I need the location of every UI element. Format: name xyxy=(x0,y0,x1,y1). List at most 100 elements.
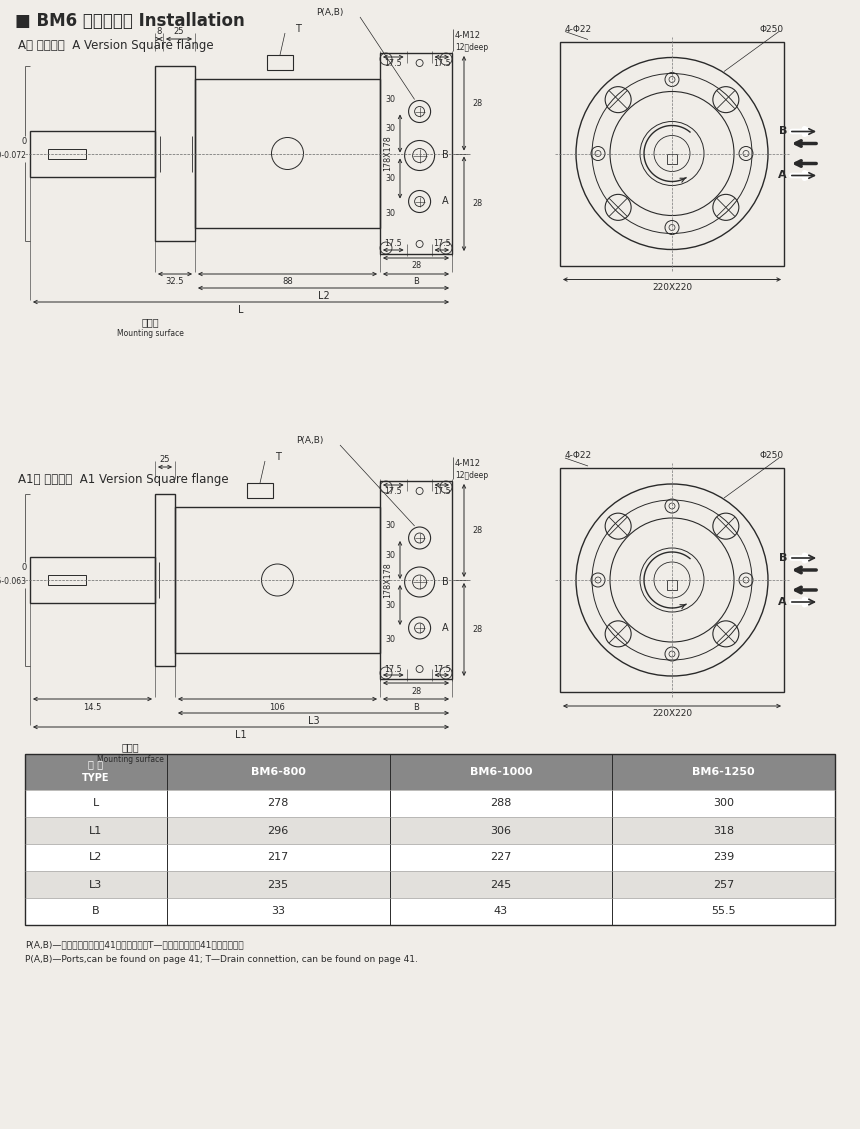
Text: 0: 0 xyxy=(22,563,27,572)
Text: 0: 0 xyxy=(22,137,27,146)
Text: L3: L3 xyxy=(308,716,319,726)
Bar xyxy=(30,557,155,603)
Bar xyxy=(195,79,380,228)
Text: 17.5: 17.5 xyxy=(384,487,402,496)
Text: 220X220: 220X220 xyxy=(652,283,692,292)
Text: BM6-1250: BM6-1250 xyxy=(692,767,755,777)
Text: P(A,B): P(A,B) xyxy=(316,9,344,18)
Text: 217: 217 xyxy=(267,852,289,863)
Bar xyxy=(560,469,784,692)
Text: 33: 33 xyxy=(271,907,286,917)
Text: B: B xyxy=(92,907,100,917)
Text: A1型 安装法兰  A1 Version Square flange: A1型 安装法兰 A1 Version Square flange xyxy=(18,473,229,485)
Text: 12深deep: 12深deep xyxy=(455,43,488,52)
Text: 235: 235 xyxy=(267,879,289,890)
Text: 17.5: 17.5 xyxy=(433,59,451,68)
Text: 55.5: 55.5 xyxy=(711,907,736,917)
Text: 12深deep: 12深deep xyxy=(455,471,488,480)
Text: 安装面: 安装面 xyxy=(141,317,159,327)
Bar xyxy=(25,754,835,790)
Text: 30: 30 xyxy=(385,551,395,560)
Text: Φ200-0.072: Φ200-0.072 xyxy=(0,151,27,160)
Text: P(A,B)—Ports,can be found on page 41; T—Drain connettion, can be found on page 4: P(A,B)—Ports,can be found on page 41; T—… xyxy=(25,955,418,964)
Text: B: B xyxy=(441,577,448,587)
Text: 30: 30 xyxy=(385,601,395,610)
Text: BM6-800: BM6-800 xyxy=(250,767,305,777)
Bar xyxy=(380,481,452,679)
Text: 4-Φ22: 4-Φ22 xyxy=(565,452,593,461)
Text: 296: 296 xyxy=(267,825,289,835)
Text: 17.5: 17.5 xyxy=(433,665,451,674)
Text: 32.5: 32.5 xyxy=(166,278,184,287)
Bar xyxy=(667,154,677,164)
Text: 300: 300 xyxy=(713,798,734,808)
Text: 28: 28 xyxy=(411,686,421,695)
Text: L1: L1 xyxy=(89,825,102,835)
Text: T: T xyxy=(275,452,281,462)
Text: Φ250: Φ250 xyxy=(760,452,784,461)
Bar xyxy=(380,53,452,254)
Text: 25: 25 xyxy=(160,455,170,464)
Text: 43: 43 xyxy=(494,907,508,917)
Text: 220X220: 220X220 xyxy=(652,709,692,718)
Bar xyxy=(48,149,86,158)
Text: 17.5: 17.5 xyxy=(384,665,402,674)
Bar xyxy=(155,65,195,240)
Text: B: B xyxy=(413,278,419,287)
Text: 28: 28 xyxy=(472,199,482,208)
Text: 288: 288 xyxy=(490,798,512,808)
Text: B: B xyxy=(778,126,787,137)
Text: 88: 88 xyxy=(282,278,293,287)
Text: A: A xyxy=(441,196,448,207)
Text: 30: 30 xyxy=(385,636,395,645)
Bar xyxy=(30,131,155,176)
Text: L2: L2 xyxy=(89,852,102,863)
Text: 178X178: 178X178 xyxy=(384,135,392,172)
Text: A: A xyxy=(778,170,787,181)
Text: P(A,B): P(A,B) xyxy=(297,437,323,446)
Text: 106: 106 xyxy=(269,702,286,711)
Bar xyxy=(25,817,835,844)
Text: 型 号: 型 号 xyxy=(89,759,103,769)
Text: 30: 30 xyxy=(385,174,395,183)
Text: 17.5: 17.5 xyxy=(384,239,402,248)
Text: B: B xyxy=(441,150,448,160)
Text: 17.5: 17.5 xyxy=(433,239,451,248)
Bar xyxy=(247,483,273,498)
Text: 28: 28 xyxy=(472,526,482,535)
Bar xyxy=(560,42,784,265)
Text: 227: 227 xyxy=(490,852,512,863)
Text: L2: L2 xyxy=(317,291,329,301)
Text: 318: 318 xyxy=(713,825,734,835)
Bar xyxy=(25,898,835,925)
Text: 4-Φ22: 4-Φ22 xyxy=(565,25,593,34)
Text: 8: 8 xyxy=(157,26,162,35)
Text: 25: 25 xyxy=(174,26,184,35)
Text: T: T xyxy=(295,24,301,34)
Text: L3: L3 xyxy=(89,879,102,890)
Text: 30: 30 xyxy=(385,209,395,218)
Text: 30: 30 xyxy=(385,124,395,133)
Bar xyxy=(25,790,835,817)
Text: 28: 28 xyxy=(472,625,482,634)
Text: 306: 306 xyxy=(490,825,512,835)
Text: Φ175-0.063: Φ175-0.063 xyxy=(0,578,27,586)
Text: 245: 245 xyxy=(490,879,512,890)
Text: B: B xyxy=(413,702,419,711)
Text: 28: 28 xyxy=(411,262,421,271)
Bar xyxy=(155,495,175,666)
Text: L: L xyxy=(238,305,243,315)
Text: ■ BM6 外形安装图 Installation: ■ BM6 外形安装图 Installation xyxy=(15,12,245,30)
Text: 30: 30 xyxy=(385,95,395,104)
Text: 30: 30 xyxy=(385,522,395,531)
Text: Mounting surface: Mounting surface xyxy=(96,754,163,763)
Text: 安装面: 安装面 xyxy=(121,742,138,752)
Text: A型 安装法兰  A Version Square flange: A型 安装法兰 A Version Square flange xyxy=(18,40,213,53)
Text: L1: L1 xyxy=(235,730,247,739)
Bar xyxy=(25,844,835,870)
Text: 14.5: 14.5 xyxy=(83,702,101,711)
Text: 28: 28 xyxy=(472,98,482,107)
Bar xyxy=(48,575,86,585)
Text: P(A,B)—进出油口，详见第41页型号说明；T—泄油口，详见第41页型号说明。: P(A,B)—进出油口，详见第41页型号说明；T—泄油口，详见第41页型号说明。 xyxy=(25,940,243,949)
Text: BM6-1000: BM6-1000 xyxy=(470,767,532,777)
